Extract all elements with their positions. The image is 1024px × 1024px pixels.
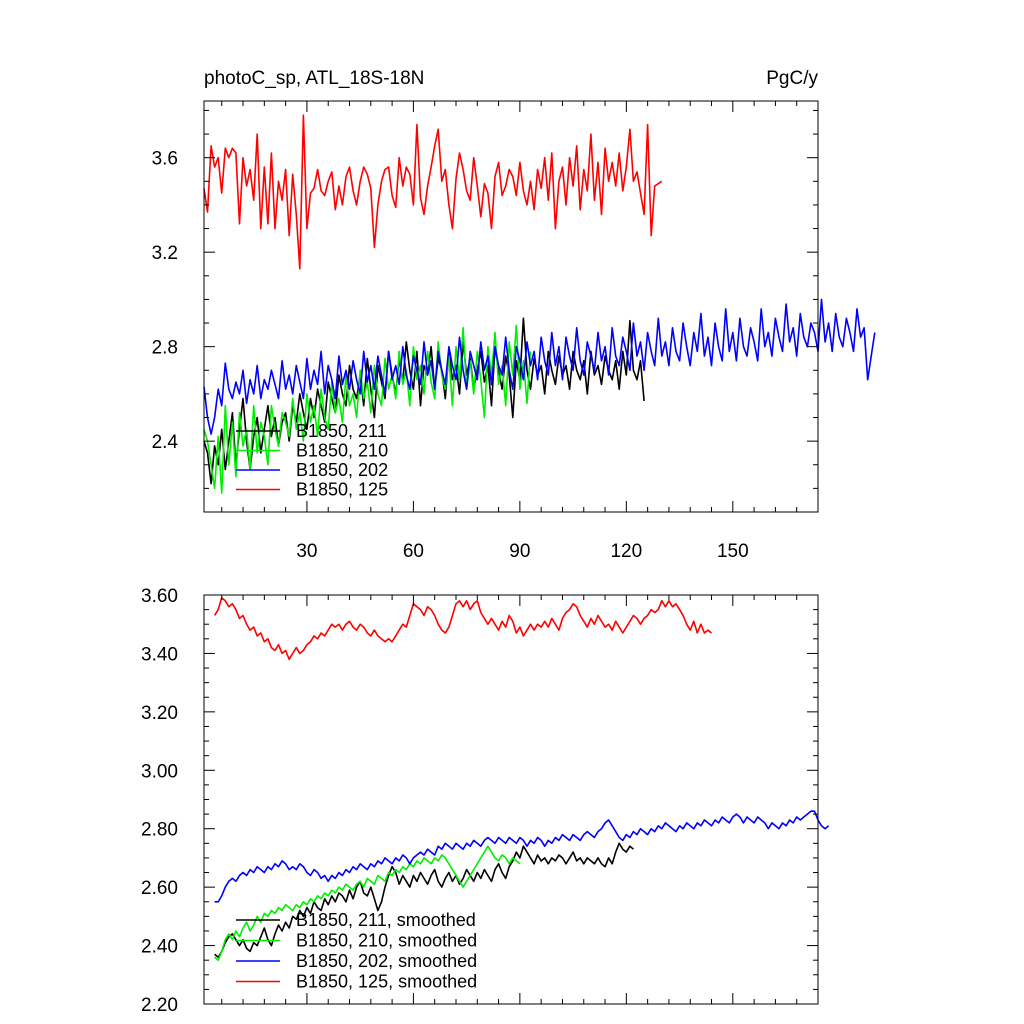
bottom-y-tick-label: 3.20 — [141, 703, 178, 724]
top-panel: photoC_sp, ATL_18S-18N PgC/y 30 60 90 120 15… — [152, 68, 876, 562]
bottom-series-line-2 — [214, 845, 521, 962]
bottom-series-line-1 — [214, 842, 634, 959]
top-y-tick-label: 2.4 — [152, 432, 179, 453]
top-x-ticks — [221, 101, 819, 512]
top-series-line-3 — [203, 298, 876, 435]
bottom-legend-label-4: B1850, 125, smoothed — [296, 972, 477, 992]
top-panel-title: photoC_sp, ATL_18S-18N — [204, 68, 424, 89]
bottom-y-tick-label: 2.80 — [141, 820, 178, 841]
top-x-tick-label: 60 — [403, 541, 424, 562]
top-x-tick-label: 120 — [610, 541, 642, 562]
bottom-y-tick-label: 3.40 — [141, 644, 178, 665]
bottom-y-tick-label: 3.60 — [141, 586, 178, 607]
top-x-tick-label: 90 — [509, 541, 530, 562]
bottom-x-ticks — [221, 595, 819, 1004]
top-x-tick-label: 30 — [296, 541, 317, 562]
bottom-legend-label-3: B1850, 202, smoothed — [296, 951, 477, 971]
top-y-tick-label: 3.2 — [152, 243, 178, 264]
bottom-legend-label-1: B1850, 211, smoothed — [296, 910, 476, 930]
top-legend-label-1: B1850, 211 — [296, 421, 387, 441]
bottom-panel: 2.20 2.40 2.60 2.80 3.00 3.20 3.40 3.60 B1850, 2… — [141, 586, 830, 1016]
bottom-y-tick-label: 2.40 — [141, 937, 178, 958]
top-y-tick-label: 2.8 — [152, 338, 178, 359]
top-legend-label-3: B1850, 202 — [296, 460, 388, 480]
top-series-line-4 — [203, 114, 663, 270]
top-plot-frame — [203, 100, 819, 513]
top-x-tick-label: 150 — [717, 541, 749, 562]
bottom-y-tick-label: 3.00 — [141, 761, 178, 782]
bottom-legend-label-2: B1850, 210, smoothed — [296, 931, 477, 951]
top-series-line-1 — [203, 317, 645, 485]
top-panel-units: PgC/y — [766, 68, 818, 89]
bottom-y-tick-label: 2.20 — [141, 995, 178, 1016]
top-legend-label-4: B1850, 125 — [296, 480, 388, 500]
bottom-y-ticks — [204, 594, 818, 1005]
bottom-series-line-3 — [214, 810, 830, 903]
bottom-series-line-4 — [213, 597, 713, 661]
bottom-y-tick-label: 2.60 — [141, 878, 178, 899]
top-y-ticks — [204, 109, 818, 513]
top-legend-label-2: B1850, 210 — [296, 441, 388, 461]
top-y-tick-label: 3.6 — [152, 149, 178, 170]
